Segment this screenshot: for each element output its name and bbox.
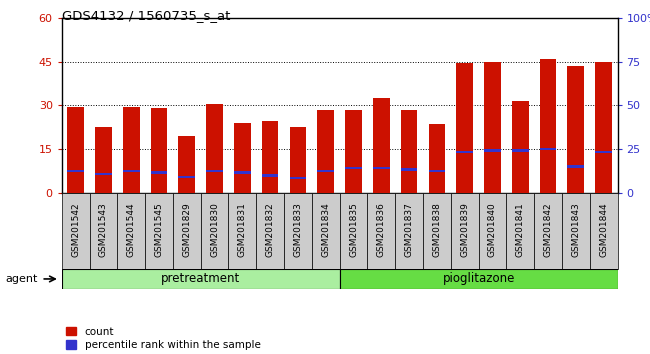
Text: GSM201843: GSM201843 (571, 202, 580, 257)
Text: GSM201831: GSM201831 (238, 202, 247, 257)
Text: GSM201543: GSM201543 (99, 202, 108, 257)
Text: GSM201841: GSM201841 (515, 202, 525, 257)
Bar (567, 165, 584, 168)
Bar (590, 193, 618, 269)
Bar (62, 193, 90, 269)
Bar (317, 170, 334, 172)
Bar (90, 193, 117, 269)
Bar (290, 127, 306, 193)
Bar (423, 193, 451, 269)
Bar (451, 193, 478, 269)
Bar (179, 136, 195, 193)
Bar (151, 108, 167, 193)
Text: GSM201544: GSM201544 (127, 202, 136, 257)
Bar (567, 66, 584, 193)
Text: GSM201835: GSM201835 (349, 202, 358, 257)
Bar (373, 167, 389, 169)
Bar (345, 110, 362, 193)
Text: GSM201545: GSM201545 (155, 202, 164, 257)
Bar (339, 269, 618, 289)
Bar (262, 174, 278, 177)
Bar (284, 193, 312, 269)
Bar (68, 107, 84, 193)
Bar (456, 151, 473, 153)
Bar (95, 173, 112, 175)
Bar (62, 269, 339, 289)
Bar (229, 193, 256, 269)
Bar (173, 193, 201, 269)
Bar (540, 58, 556, 193)
Text: GSM201839: GSM201839 (460, 202, 469, 257)
Bar (256, 193, 284, 269)
Bar (367, 193, 395, 269)
Bar (262, 121, 278, 193)
Bar (534, 193, 562, 269)
Bar (484, 149, 500, 152)
Bar (290, 177, 306, 179)
Bar (345, 167, 362, 169)
Bar (339, 193, 367, 269)
Bar (562, 193, 590, 269)
Text: GSM201844: GSM201844 (599, 202, 608, 257)
Bar (401, 110, 417, 193)
Text: GSM201840: GSM201840 (488, 202, 497, 257)
Text: pretreatment: pretreatment (161, 272, 240, 285)
Bar (312, 193, 340, 269)
Bar (151, 171, 167, 174)
Bar (373, 98, 389, 193)
Bar (201, 193, 229, 269)
Bar (595, 151, 612, 153)
Bar (428, 124, 445, 193)
Bar (123, 170, 140, 172)
Bar (512, 149, 528, 152)
Bar (68, 170, 84, 172)
Text: GSM201833: GSM201833 (293, 202, 302, 257)
Bar (395, 193, 423, 269)
Bar (456, 63, 473, 193)
Bar (95, 127, 112, 193)
Text: GSM201837: GSM201837 (404, 202, 413, 257)
Text: GSM201834: GSM201834 (321, 202, 330, 257)
Bar (117, 193, 145, 269)
Bar (478, 193, 506, 269)
Text: GSM201829: GSM201829 (182, 202, 191, 257)
Text: GSM201832: GSM201832 (266, 202, 275, 257)
Bar (317, 110, 334, 193)
Bar (206, 170, 223, 172)
Bar (206, 104, 223, 193)
Bar (234, 171, 251, 174)
Text: GSM201542: GSM201542 (71, 202, 80, 257)
Legend: count, percentile rank within the sample: count, percentile rank within the sample (62, 322, 265, 354)
Text: GDS4132 / 1560735_s_at: GDS4132 / 1560735_s_at (62, 9, 230, 22)
Bar (401, 169, 417, 171)
Text: GSM201836: GSM201836 (377, 202, 386, 257)
Text: GSM201830: GSM201830 (210, 202, 219, 257)
Bar (484, 62, 500, 193)
Bar (506, 193, 534, 269)
Bar (428, 170, 445, 172)
Bar (234, 123, 251, 193)
Bar (145, 193, 173, 269)
Text: GSM201842: GSM201842 (543, 202, 552, 257)
Bar (179, 176, 195, 178)
Bar (540, 148, 556, 150)
Text: pioglitazone: pioglitazone (443, 272, 515, 285)
Bar (595, 62, 612, 193)
Text: GSM201838: GSM201838 (432, 202, 441, 257)
Bar (512, 101, 528, 193)
Bar (123, 107, 140, 193)
Text: agent: agent (5, 274, 38, 284)
